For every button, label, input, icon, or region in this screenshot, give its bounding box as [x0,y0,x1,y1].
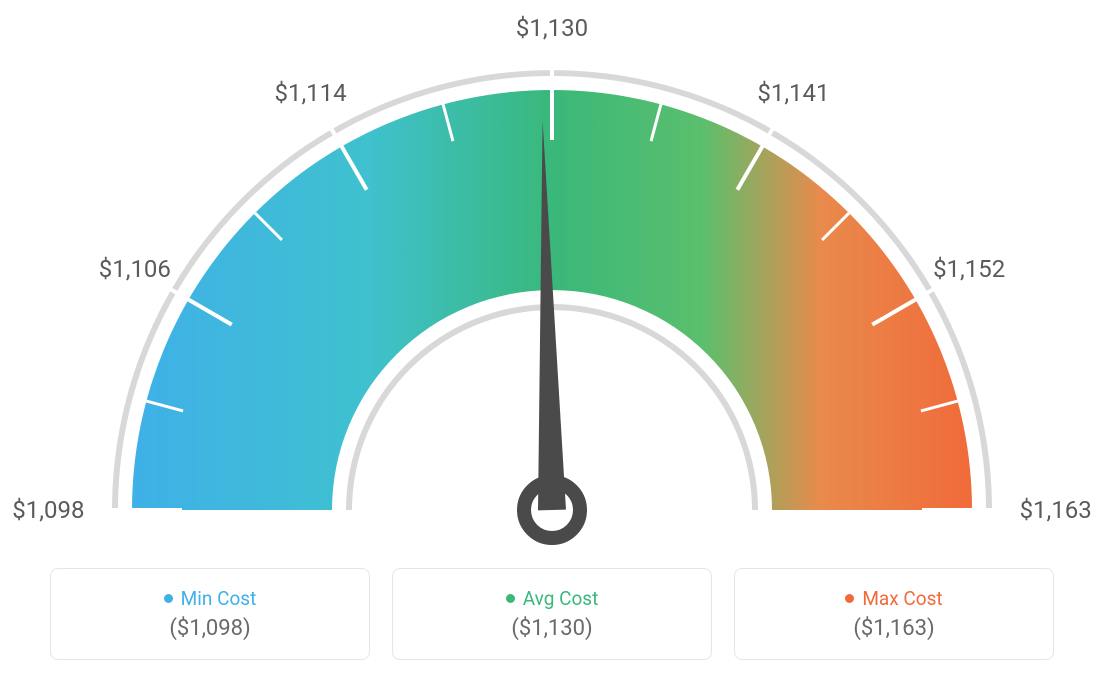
gauge-svg [72,20,1032,560]
dot-icon [164,594,173,603]
gauge-tick-label: $1,114 [274,79,346,107]
gauge-tick-label: $1,152 [933,255,1005,283]
gauge-tick-label: $1,141 [757,79,829,107]
legend-top: Max Cost [845,587,942,610]
legend-top: Min Cost [164,587,257,610]
legend-value: ($1,098) [169,616,250,641]
legend-value: ($1,163) [853,616,934,641]
gauge-chart: $1,098$1,106$1,114$1,130$1,141$1,152$1,1… [72,20,1032,560]
legend-label: Min Cost [181,587,257,610]
gauge-tick-label: $1,163 [1020,496,1092,524]
legend-label: Avg Cost [523,587,599,610]
legend-card-avg: Avg Cost ($1,130) [392,568,712,660]
legend-card-max: Max Cost ($1,163) [734,568,1054,660]
legend-label: Max Cost [862,587,942,610]
dot-icon [845,594,854,603]
legend-card-min: Min Cost ($1,098) [50,568,370,660]
legend-top: Avg Cost [506,587,599,610]
legend-value: ($1,130) [511,616,592,641]
legend-row: Min Cost ($1,098) Avg Cost ($1,130) Max … [42,568,1062,660]
dot-icon [506,594,515,603]
gauge-tick-label: $1,098 [12,496,84,524]
gauge-tick-label: $1,106 [99,255,171,283]
gauge-tick-label: $1,130 [516,14,588,42]
